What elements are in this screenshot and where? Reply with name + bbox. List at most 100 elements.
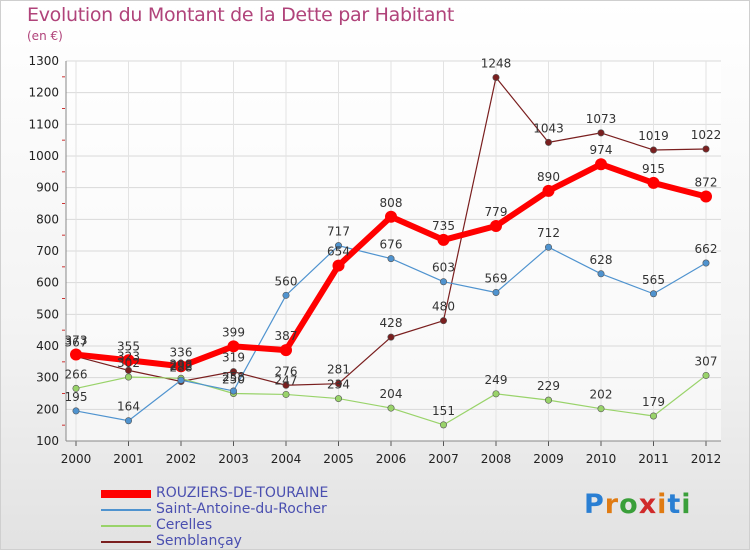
data-label-2: 204 <box>380 387 403 401</box>
data-label-3: 319 <box>222 351 245 365</box>
data-label-2: 249 <box>485 373 508 387</box>
data-label-2: 266 <box>65 367 88 381</box>
data-point-3 <box>439 317 447 325</box>
data-label-1: 164 <box>117 400 140 414</box>
data-label-1: 603 <box>432 261 455 275</box>
logo-letter: t <box>667 489 682 520</box>
data-label-3: 276 <box>275 364 298 378</box>
data-point-0 <box>332 259 345 272</box>
data-label-3: 1248 <box>481 56 512 70</box>
data-label-3: 1022 <box>691 128 722 142</box>
x-tick-label: 2002 <box>166 452 197 466</box>
data-point-0 <box>595 158 607 171</box>
data-label-3: 281 <box>327 363 350 377</box>
data-label-2: 229 <box>537 379 560 393</box>
data-label-3: 367 <box>65 335 88 349</box>
data-point-2 <box>649 412 657 420</box>
y-tick-label: 200 <box>36 402 59 416</box>
data-point-2 <box>702 371 710 379</box>
data-point-1 <box>439 278 447 286</box>
y-tick-label: 700 <box>36 244 59 258</box>
data-label-2: 307 <box>695 354 718 368</box>
y-tick-label: 800 <box>36 212 59 226</box>
data-point-3 <box>597 129 605 137</box>
data-point-1 <box>334 242 342 250</box>
data-label-3: 1043 <box>533 121 564 135</box>
data-label-0: 336 <box>170 345 193 359</box>
data-point-1 <box>177 376 185 384</box>
data-point-3 <box>282 381 290 389</box>
data-point-3 <box>492 73 500 81</box>
data-point-2 <box>72 384 80 392</box>
data-label-3: 480 <box>432 300 455 314</box>
data-point-0 <box>280 344 292 357</box>
data-point-0 <box>647 176 660 189</box>
data-label-2: 298 <box>170 357 193 371</box>
legend-label: Cerelles <box>156 517 213 533</box>
chart-subtitle: (en €) <box>27 29 63 43</box>
data-point-2 <box>597 405 605 413</box>
x-tick-label: 2007 <box>428 452 459 466</box>
data-point-1 <box>230 387 238 395</box>
x-tick-label: 2008 <box>481 452 512 466</box>
data-label-0: 974 <box>590 143 613 157</box>
x-tick-label: 2011 <box>638 452 669 466</box>
data-label-1: 712 <box>537 226 560 240</box>
data-label-0: 735 <box>432 219 455 233</box>
chart-title: Evolution du Montant de la Dette par Hab… <box>27 4 455 26</box>
data-label-2: 151 <box>432 404 455 418</box>
data-point-2 <box>125 373 133 381</box>
data-point-1 <box>387 255 395 263</box>
data-point-0 <box>490 219 502 232</box>
proxiti-logo: Proxiti <box>584 489 692 520</box>
data-point-3 <box>230 368 238 376</box>
logo-letter: r <box>604 489 620 520</box>
legend-swatch <box>101 490 151 498</box>
data-point-0 <box>542 184 555 197</box>
data-label-0: 779 <box>485 205 508 219</box>
data-label-1: 676 <box>380 238 403 252</box>
data-point-0 <box>437 233 450 246</box>
legend-label: ROUZIERS-DE-TOURAINE <box>156 485 329 501</box>
data-point-2 <box>282 390 290 398</box>
y-tick-label: 1300 <box>28 54 59 68</box>
data-label-2: 179 <box>642 395 665 409</box>
x-tick-label: 2001 <box>113 452 144 466</box>
data-point-1 <box>72 407 80 415</box>
data-label-1: 569 <box>485 271 508 285</box>
logo-letter: i <box>657 489 668 520</box>
y-tick-label: 1100 <box>28 117 59 131</box>
data-label-0: 915 <box>642 162 665 176</box>
data-point-3 <box>702 145 710 153</box>
data-label-0: 355 <box>117 339 140 353</box>
data-label-3: 428 <box>380 316 403 330</box>
y-tick-label: 400 <box>36 339 59 353</box>
data-point-3 <box>387 333 395 341</box>
data-point-2 <box>544 396 552 404</box>
y-tick-label: 500 <box>36 307 59 321</box>
data-label-2: 234 <box>327 378 350 392</box>
data-label-0: 654 <box>327 245 350 259</box>
data-label-3: 1019 <box>638 129 669 143</box>
data-label-2: 247 <box>275 373 298 387</box>
data-label-0: 808 <box>380 196 403 210</box>
data-point-3 <box>649 146 657 154</box>
y-tick-label: 900 <box>36 181 59 195</box>
data-label-0: 387 <box>275 329 298 343</box>
x-tick-label: 2006 <box>376 452 407 466</box>
data-point-0 <box>122 354 135 367</box>
data-point-0 <box>385 210 397 223</box>
data-point-1 <box>544 243 552 251</box>
data-point-2 <box>492 390 500 398</box>
data-label-1: 717 <box>327 225 350 239</box>
data-label-1: 258 <box>222 370 245 384</box>
x-tick-label: 2000 <box>61 452 92 466</box>
data-label-0: 373 <box>65 334 88 348</box>
logo-letter: x <box>638 489 658 520</box>
y-tick-label: 1200 <box>28 86 59 100</box>
y-tick-label: 100 <box>36 434 59 448</box>
data-label-2: 302 <box>117 356 140 370</box>
data-label-0: 872 <box>695 176 718 190</box>
logo-letter: P <box>584 489 605 520</box>
